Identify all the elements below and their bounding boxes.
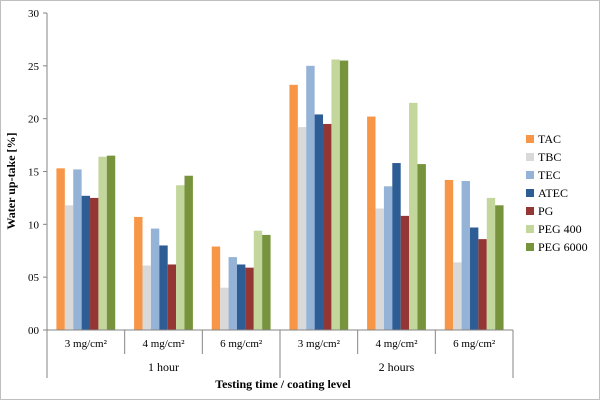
bar [211, 246, 221, 330]
bar [453, 262, 462, 330]
legend-swatch [526, 171, 534, 179]
bar [167, 264, 177, 330]
y-tick-label: 20 [28, 114, 40, 126]
y-tick-label: 10 [28, 219, 40, 231]
bar [245, 267, 254, 330]
bar [486, 197, 496, 330]
legend-swatch [526, 243, 534, 251]
y-tick-label: 05 [28, 272, 40, 284]
legend-swatch [526, 189, 534, 197]
x-category-label: 3 mg/cm² [298, 338, 341, 350]
bar [400, 215, 410, 330]
y-tick-label: 25 [28, 61, 40, 73]
x-category-label: 6 mg/cm² [220, 338, 263, 350]
legend: TAC TBC TEC ATEC PG PEG 400 PEG 6000 [526, 132, 588, 254]
bar [159, 245, 168, 330]
legend-label: TEC [538, 168, 561, 182]
legend-swatch [526, 225, 534, 233]
bar [220, 287, 229, 330]
bar [98, 156, 107, 330]
bar [184, 175, 193, 330]
legend-label: TAC [538, 132, 561, 146]
legend-label: PEG 6000 [538, 240, 588, 254]
bar [253, 230, 263, 330]
axes-layer: 00 05 10 15 20 25 30 3 mg/cm² 4 mg/cm² 6 mg/cm² 1 … [28, 8, 514, 378]
bar [375, 208, 384, 330]
bar [495, 205, 504, 330]
bar [306, 65, 315, 330]
bar [262, 234, 271, 330]
bar [176, 185, 185, 330]
bar [56, 168, 65, 330]
x-group-label: 2 hours [379, 360, 415, 374]
bar [339, 60, 349, 331]
bar [367, 116, 376, 330]
x-category-label: 6 mg/cm² [453, 338, 496, 350]
y-axis-title: Water up-take [%] [4, 132, 18, 229]
bar [323, 123, 332, 330]
bars-layer [56, 59, 504, 331]
bar [64, 205, 74, 330]
x-group-label: 1 hour [148, 360, 179, 374]
legend-swatch [526, 153, 534, 161]
bar [297, 127, 307, 331]
legend-swatch [526, 207, 534, 215]
bar [478, 239, 487, 330]
legend-label: TBC [538, 150, 561, 164]
legend-label: ATEC [538, 186, 568, 200]
legend-label: PEG 400 [538, 222, 582, 236]
x-category-label: 4 mg/cm² [142, 338, 185, 350]
bar [331, 59, 340, 331]
x-category-label: 3 mg/cm² [65, 338, 108, 350]
y-tick-label: 30 [28, 8, 40, 20]
legend-label: PG [538, 204, 554, 218]
bar [392, 163, 401, 330]
bar [106, 155, 116, 330]
bar [289, 84, 298, 330]
bar [383, 186, 393, 330]
bar [90, 197, 99, 330]
x-category-label: 4 mg/cm² [375, 338, 418, 350]
bar [409, 102, 418, 330]
bar [150, 228, 160, 330]
bar [142, 265, 151, 330]
bar [461, 181, 470, 330]
bar [469, 227, 479, 330]
legend-swatch [526, 135, 534, 143]
bar [417, 164, 426, 330]
bar [134, 216, 143, 330]
bar [81, 195, 91, 330]
bar [444, 179, 454, 330]
bar [236, 264, 246, 330]
y-tick-label: 15 [28, 167, 40, 179]
x-axis-title: Testing time / coating level [215, 377, 351, 391]
bar [228, 257, 237, 330]
bar [73, 169, 82, 330]
bar [314, 114, 324, 330]
y-tick-label: 00 [28, 325, 40, 337]
